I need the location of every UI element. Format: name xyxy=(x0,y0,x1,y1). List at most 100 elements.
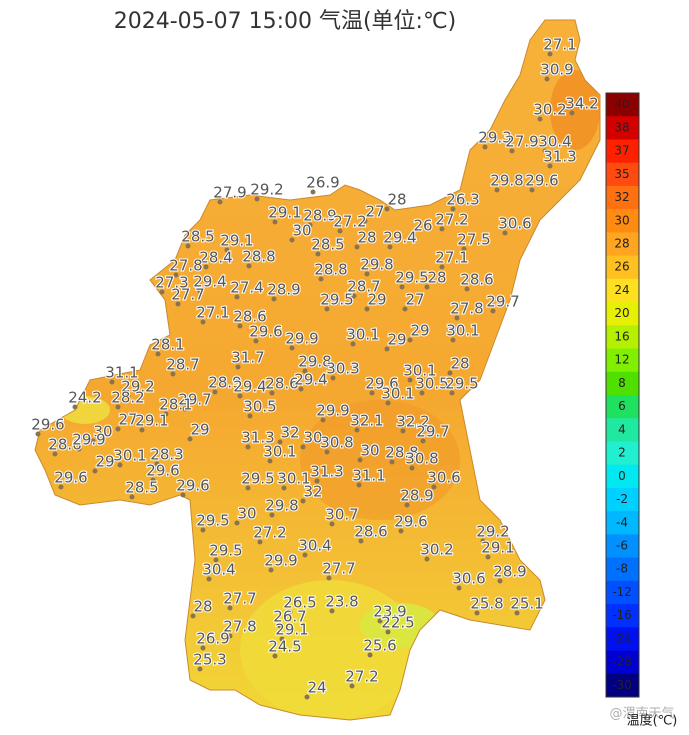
legend-frame xyxy=(605,92,640,698)
station-value: 27.7 xyxy=(223,590,256,608)
legend-tick-label: 6 xyxy=(618,399,626,413)
station-value: 29.9 xyxy=(316,402,349,420)
station-dot xyxy=(329,521,335,527)
station-dot xyxy=(449,390,455,396)
station-value: 30.6 xyxy=(427,469,460,487)
station-value: 22.5 xyxy=(381,614,414,632)
station-dot xyxy=(384,346,390,352)
station-value: 30.6 xyxy=(452,570,485,588)
station-dot xyxy=(257,539,263,545)
station-dot xyxy=(150,477,156,483)
station-value: 27.4 xyxy=(230,279,263,297)
station-value: 29.2 xyxy=(476,523,509,541)
legend-band xyxy=(606,278,639,303)
station-value: 28.1 xyxy=(159,396,192,414)
station-value: 29.2 xyxy=(121,378,154,396)
station-value: 23.8 xyxy=(325,593,358,611)
station-dot xyxy=(494,187,500,193)
station-dot xyxy=(354,427,360,433)
station-dot xyxy=(234,294,240,300)
station-dot xyxy=(300,444,306,450)
legend-band xyxy=(606,673,639,698)
station-dot xyxy=(324,306,330,312)
legend-tick-label: 12 xyxy=(614,353,629,367)
station-value: 29.8 xyxy=(490,172,523,190)
station-value: 32 xyxy=(303,483,322,501)
station-value: 26.3 xyxy=(446,191,479,209)
station-value: 30.1 xyxy=(446,322,479,340)
legend-tick-label: -4 xyxy=(616,515,628,529)
station-dot xyxy=(369,390,375,396)
legend-band xyxy=(606,650,639,675)
station-value: 27.1 xyxy=(196,304,229,322)
station-dot xyxy=(200,645,206,651)
station-dot xyxy=(362,218,368,224)
station-dot xyxy=(447,370,453,376)
station-value: 30.5 xyxy=(243,398,276,416)
station-value: 27.2 xyxy=(333,213,366,231)
station-value: 27.1 xyxy=(435,249,468,267)
station-value: 30.7 xyxy=(325,506,358,524)
station-value: 29.4 xyxy=(294,371,327,389)
legend-tick-label: 40 xyxy=(614,97,629,111)
stations: 27.130.930.234.229.327.9 30.431.329.8 29.6… xyxy=(30,35,600,700)
station-value: 27.8 xyxy=(450,300,483,318)
station-value: 29.2 xyxy=(250,181,283,199)
station-value: 28 xyxy=(357,229,376,247)
station-value: 28.6 xyxy=(48,436,81,454)
station-value: 25.6 xyxy=(363,637,396,655)
legend-tick-label: -16 xyxy=(612,608,632,622)
station-dot xyxy=(377,618,383,624)
station-dot xyxy=(514,610,520,616)
legend-band xyxy=(606,185,639,210)
station-dot xyxy=(350,341,356,347)
station-dot xyxy=(245,444,251,450)
station-dot xyxy=(217,199,223,205)
station-dot xyxy=(419,390,425,396)
station-value: 26 xyxy=(413,217,432,235)
legend-band xyxy=(606,418,639,442)
station-dot xyxy=(213,557,219,563)
station-value: 29 xyxy=(367,291,386,309)
station-dot xyxy=(389,459,395,465)
station-dot xyxy=(569,110,575,116)
station-value: 28.9 xyxy=(400,487,433,505)
station-dot xyxy=(349,683,355,689)
station-dot xyxy=(182,406,188,412)
station-value: 29.9 xyxy=(72,431,105,449)
station-dot xyxy=(267,458,273,464)
legend-band xyxy=(606,232,639,257)
station-value: 30 xyxy=(303,429,322,447)
station-dot xyxy=(52,451,58,457)
station-dot xyxy=(547,51,553,57)
station-dot xyxy=(450,337,456,343)
legend-tick-label: 20 xyxy=(614,306,629,320)
station-value: 27.2 xyxy=(345,668,378,686)
station-value: 30.8 xyxy=(405,450,438,468)
station-dot xyxy=(58,484,64,490)
legend-tick-label: 24 xyxy=(614,283,629,297)
station-value: 28.3 xyxy=(150,446,183,464)
station-value: 30.6 xyxy=(498,215,531,233)
station-value: 30.1 xyxy=(346,326,379,344)
station-dot xyxy=(245,485,251,491)
station-value: 28 xyxy=(387,191,406,209)
station-dot xyxy=(235,364,241,370)
station-dot xyxy=(180,492,186,498)
station-value: 32.2 xyxy=(396,413,429,431)
legend-band xyxy=(606,255,639,280)
station-dot xyxy=(320,417,326,423)
station-dot xyxy=(302,368,308,374)
station-value: 28.7 xyxy=(166,356,199,374)
station-dot xyxy=(298,386,304,392)
legend-tick-label: 16 xyxy=(614,329,629,343)
legend-tick-label: 35 xyxy=(614,167,629,181)
station-dot xyxy=(304,694,310,700)
station-dot xyxy=(547,163,553,169)
station-value: 29.1 xyxy=(275,621,308,639)
station-value: 29 xyxy=(95,453,114,471)
map-title: 2024-05-07 15:00 气温(单位:℃) xyxy=(114,9,457,34)
station-dot xyxy=(330,375,336,381)
station-value: 32.1 xyxy=(350,412,383,430)
station-dot xyxy=(402,306,408,312)
